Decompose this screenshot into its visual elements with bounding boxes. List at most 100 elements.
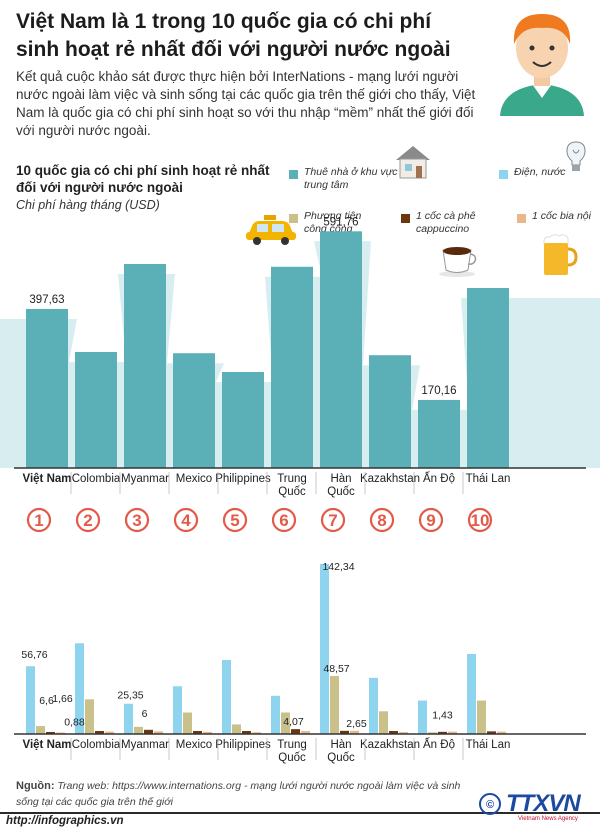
bar-beer — [105, 731, 114, 734]
bar-utilities — [222, 659, 231, 734]
category-label: Quốc — [278, 486, 306, 498]
category-label-bottom: Colombia — [72, 739, 121, 751]
bar-transport — [183, 712, 192, 734]
bar-beer — [301, 731, 310, 734]
rank-circle — [124, 507, 150, 533]
legend-swatch-beer — [517, 214, 526, 223]
category-label: Colombia — [72, 473, 121, 485]
category-label: Mexico — [176, 473, 212, 485]
category-label-bottom: Trung — [277, 739, 307, 751]
avatar-face — [516, 18, 568, 78]
category-label: Myanmar — [121, 473, 169, 485]
bar-coffee — [193, 731, 202, 734]
rank-number: 7 — [328, 511, 337, 530]
bar-beer — [497, 731, 506, 734]
bar-transport — [428, 732, 437, 734]
rank-circle — [418, 507, 444, 533]
rank-number: 1 — [34, 511, 43, 530]
data-label-bottom: 1,43 — [432, 709, 453, 721]
legend-label-coffee: 1 cốc cà phê cappuccino — [416, 210, 476, 235]
bar-utilities — [75, 643, 84, 734]
avatar — [500, 14, 584, 116]
logo-subtitle: Vietnam News Agency — [518, 816, 578, 822]
bar-utilities — [124, 703, 133, 734]
bar-rent — [320, 231, 362, 468]
rank-number: 3 — [132, 511, 141, 530]
bar-utilities — [271, 695, 280, 734]
legend-label-rent: Thuê nhà ở khu vực trung tâm — [304, 166, 398, 191]
category-label: Kazakhstan — [360, 473, 420, 485]
coffee-cup-icon — [439, 247, 477, 277]
bar-rent — [75, 352, 117, 468]
bar-coffee — [389, 731, 398, 734]
intro-paragraph: Kết quả cuộc khảo sát được thực hiện bởi… — [16, 69, 476, 138]
bar-rent — [418, 399, 460, 468]
page-title: Việt Nam là 1 trong 10 quốc gia có chi p… — [16, 10, 451, 61]
chart-title: 10 quốc gia có chi phí sinh hoạt rẻ nhất… — [16, 163, 270, 195]
data-label-bottom: 48,57 — [323, 663, 349, 675]
data-label-bottom: 56,76 — [21, 649, 47, 661]
rank-number: 10 — [471, 511, 490, 530]
category-label-bottom: Philippines — [215, 739, 271, 751]
bar-transport — [36, 726, 45, 734]
data-label-bottom: 25,35 — [117, 690, 143, 702]
rank-circle — [320, 507, 346, 533]
bar-coffee — [144, 729, 153, 734]
category-label-bottom: Mexico — [176, 739, 212, 751]
rank-circle — [75, 507, 101, 533]
category-label: Philippines — [215, 473, 271, 485]
category-label-bottom: Ấn Độ — [423, 738, 455, 751]
bar-coffee — [242, 731, 251, 734]
bar-beer — [399, 732, 408, 734]
category-label: Trung — [277, 473, 307, 485]
ttxvn-logo: © — [479, 793, 501, 815]
bar-rent — [222, 372, 264, 468]
data-label-bottom: 0,88 — [64, 717, 85, 729]
rank-circle — [369, 507, 395, 533]
rank-number: 6 — [279, 511, 288, 530]
source-label: Nguồn: — [16, 780, 55, 792]
rank-number: 2 — [83, 511, 92, 530]
data-label-bottom: 6 — [142, 708, 148, 720]
category-label: Quốc — [327, 486, 355, 498]
bar-utilities — [173, 686, 182, 734]
bar-transport — [134, 726, 143, 734]
legend-swatch-rent — [289, 170, 298, 179]
category-label: Ấn Độ — [423, 472, 455, 485]
bar-beer — [154, 731, 163, 734]
bar-coffee — [291, 729, 300, 734]
bar-transport — [379, 711, 388, 734]
source-note: Nguồn: Trang web: https://www.internatio… — [16, 778, 486, 810]
bar-coffee — [438, 731, 447, 734]
bar-rent — [467, 288, 509, 468]
rank-circle — [222, 507, 248, 533]
bar-transport — [330, 675, 339, 734]
bar-rent — [26, 308, 68, 468]
bar-utilities — [418, 700, 427, 734]
bar-utilities — [467, 653, 476, 734]
bar-transport — [477, 700, 486, 734]
category-label: Hàn — [330, 473, 351, 485]
footer-divider — [0, 812, 600, 835]
taxi-icon — [246, 215, 296, 245]
rank-circle — [26, 507, 52, 533]
data-label-bottom: 1,66 — [52, 693, 73, 705]
chart-subtitle: Chi phí hàng tháng (USD) — [16, 198, 160, 212]
data-label: 591,76 — [323, 216, 358, 228]
bar-beer — [203, 731, 212, 734]
footer-link[interactable]: http://infographics.vn — [6, 815, 124, 827]
rank-circle — [271, 507, 297, 533]
bar-utilities — [26, 666, 35, 734]
legend-label-utilities: Điện, nước — [514, 166, 566, 178]
legend-swatch-coffee — [401, 214, 410, 223]
bar-rent — [173, 353, 215, 468]
rank-number: 9 — [426, 511, 435, 530]
bar-utilities — [369, 677, 378, 734]
bar-beer — [350, 730, 359, 734]
category-label-bottom: Myanmar — [121, 739, 169, 751]
beer-mug-icon — [543, 234, 578, 275]
category-label: Thái Lan — [466, 473, 511, 485]
bar-coffee — [340, 730, 349, 734]
bar-beer — [252, 732, 261, 734]
